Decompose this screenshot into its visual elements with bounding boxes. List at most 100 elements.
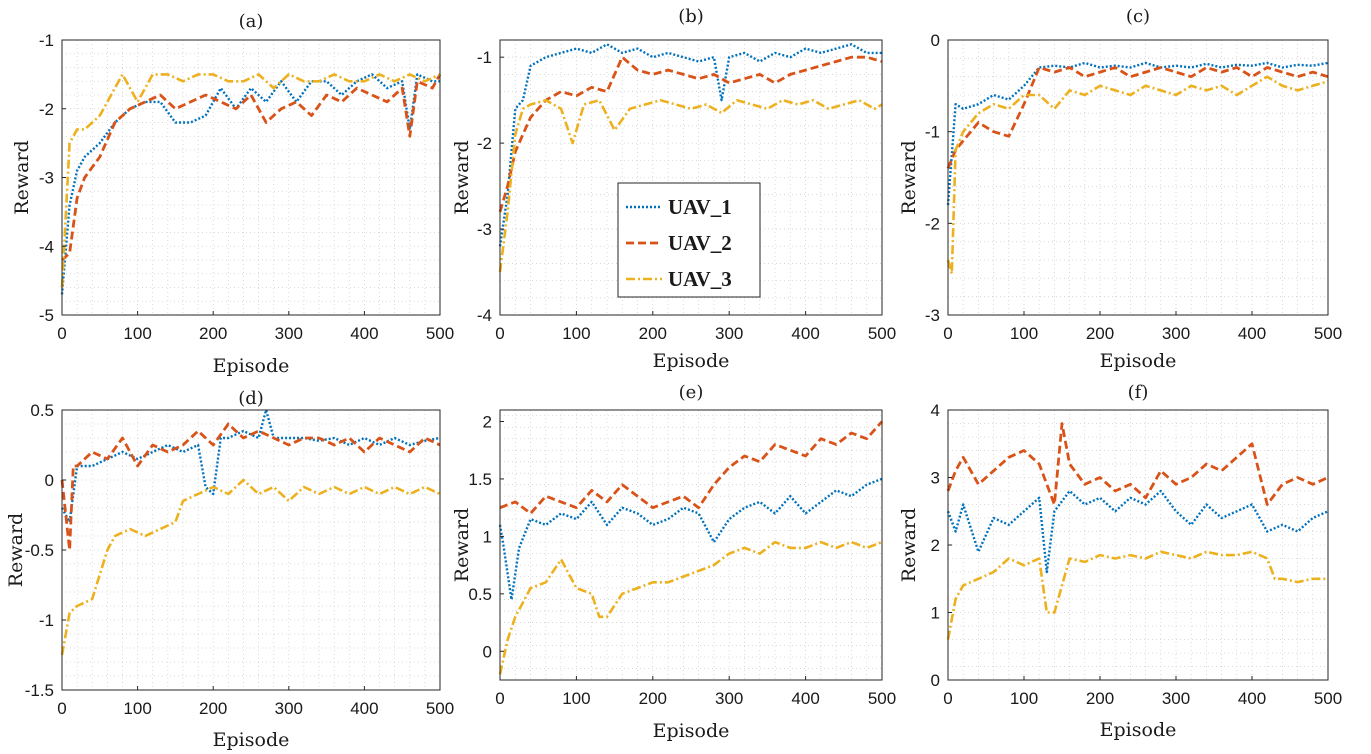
series-line-uav-3	[946, 75, 1329, 276]
x-tick-label: 100	[1010, 324, 1038, 343]
y-tick-label: 0	[483, 642, 492, 661]
chart-panel-3: 0 100 200 300 400 500 -3 -2 -1 0 (c) Episode Reward	[898, 6, 1342, 372]
grid	[62, 409, 440, 691]
y-tick-label: -4	[39, 237, 54, 256]
x-tick-label: 300	[715, 689, 743, 708]
x-tick-label: 200	[1086, 324, 1114, 343]
chart-title: (f)	[1128, 382, 1149, 403]
series-line-uav-2	[946, 66, 1329, 169]
x-tick-label: 500	[1314, 324, 1342, 343]
axes-box	[499, 409, 883, 681]
y-tick-label: -4	[477, 306, 492, 325]
series-line-uav-1	[498, 477, 883, 601]
y-tick-label: -1	[39, 31, 54, 50]
y-tick-label: -2	[477, 134, 492, 153]
y-tick-label: -1	[477, 48, 492, 67]
series-line-uav-2	[946, 422, 1329, 506]
x-tick-label: 300	[275, 324, 303, 343]
y-axis-label: Reward	[11, 140, 33, 214]
y-tick-label: 1	[931, 604, 940, 623]
y-tick-label: -3	[39, 169, 54, 188]
legend-box	[617, 182, 761, 298]
x-tick-label: 500	[426, 324, 454, 343]
series-line-uav-3	[498, 98, 883, 273]
x-tick-label: 500	[426, 699, 454, 718]
x-axis-label: Episode	[1100, 350, 1177, 372]
y-tick-label: 2	[483, 412, 492, 431]
legend-label: UAV_3	[668, 267, 732, 291]
chart-title: (e)	[679, 382, 704, 403]
x-tick-label: 0	[943, 689, 952, 708]
x-tick-label: 100	[562, 689, 590, 708]
series-line-uav-2	[499, 420, 884, 515]
x-tick-label: 200	[199, 324, 227, 343]
x-tick-label: 0	[495, 689, 504, 708]
y-tick-label: 1	[483, 527, 492, 546]
x-tick-label: 0	[57, 324, 66, 343]
y-tick-label: 0.5	[30, 401, 54, 420]
x-tick-label: 500	[868, 689, 896, 708]
series-line-uav-2	[61, 73, 442, 262]
axes-box	[499, 39, 883, 316]
x-tick-label: 100	[562, 324, 590, 343]
x-tick-label: 300	[275, 699, 303, 718]
y-axis-label: Reward	[451, 508, 473, 582]
axes-box	[947, 39, 1329, 316]
y-tick-label: 4	[931, 401, 940, 420]
x-tick-label: 300	[1162, 689, 1190, 708]
y-tick-label: -1.5	[25, 681, 54, 700]
x-tick-label: 200	[1086, 689, 1114, 708]
series-line-uav-3	[60, 478, 441, 656]
legend-label: UAV_1	[668, 195, 732, 219]
y-tick-label: 0	[931, 31, 940, 50]
x-tick-label: 200	[639, 324, 667, 343]
chart-panel-1: 0 100 200 300 400 500 -5 -4 -3 -2 -1 (a) Episode Rewa…	[11, 11, 454, 377]
x-tick-label: 400	[350, 324, 378, 343]
x-tick-label: 500	[1314, 689, 1342, 708]
y-axis-label: Reward	[451, 140, 473, 214]
y-tick-label: -1	[39, 611, 54, 630]
y-tick-label: -5	[39, 306, 54, 325]
y-tick-label: 2	[931, 536, 940, 555]
x-tick-label: 0	[495, 324, 504, 343]
series-line-uav-1	[60, 408, 441, 524]
legend: UAV_1 UAV_2 UAV_3	[617, 182, 761, 298]
x-tick-label: 400	[791, 324, 819, 343]
y-tick-label: -2	[925, 214, 940, 233]
chart-panel-4: 0 100 200 300 400 500 -1.5 -1 -0.5 0 0.5 (d) Episode…	[5, 388, 454, 751]
x-tick-label: 300	[1162, 324, 1190, 343]
y-tick-label: 1.5	[468, 470, 492, 489]
x-tick-label: 200	[199, 699, 227, 718]
y-tick-label: -0.5	[25, 541, 54, 560]
x-axis-label: Episode	[213, 355, 290, 377]
chart-title: (b)	[678, 6, 704, 27]
y-tick-label: -2	[39, 100, 54, 119]
legend-label: UAV_2	[668, 231, 732, 255]
series-line-uav-3	[498, 540, 883, 675]
x-tick-label: 100	[123, 324, 151, 343]
x-axis-label: Episode	[213, 729, 290, 751]
y-tick-label: -1	[925, 123, 940, 142]
series-line-uav-1	[946, 489, 1329, 574]
chart-panel-6: 0 100 200 300 400 500 0 1 2 3 4 (f) Episode Reward	[898, 382, 1342, 741]
x-axis-label: Episode	[653, 350, 730, 372]
chart-title: (c)	[1126, 6, 1150, 27]
series-line-uav-1	[498, 43, 882, 247]
y-tick-label: 3	[931, 469, 940, 488]
y-tick-label: -3	[925, 306, 940, 325]
x-axis-label: Episode	[1100, 719, 1177, 741]
chart-title: (a)	[239, 11, 264, 32]
series-line-uav-1	[60, 73, 440, 295]
chart-panel-5: 0 100 200 300 400 500 0 0.5 1 1.5 2 (e) Episode Rewar…	[451, 382, 896, 742]
x-tick-label: 200	[639, 689, 667, 708]
y-tick-label: 0	[45, 471, 54, 490]
y-axis-label: Reward	[5, 513, 27, 587]
series-line-uav-1	[946, 61, 1329, 206]
x-tick-label: 400	[350, 699, 378, 718]
y-axis-label: Reward	[898, 508, 920, 582]
x-tick-label: 100	[123, 699, 151, 718]
y-axis-label: Reward	[898, 140, 920, 214]
x-tick-label: 0	[943, 324, 952, 343]
y-tick-label: 0.5	[468, 585, 492, 604]
